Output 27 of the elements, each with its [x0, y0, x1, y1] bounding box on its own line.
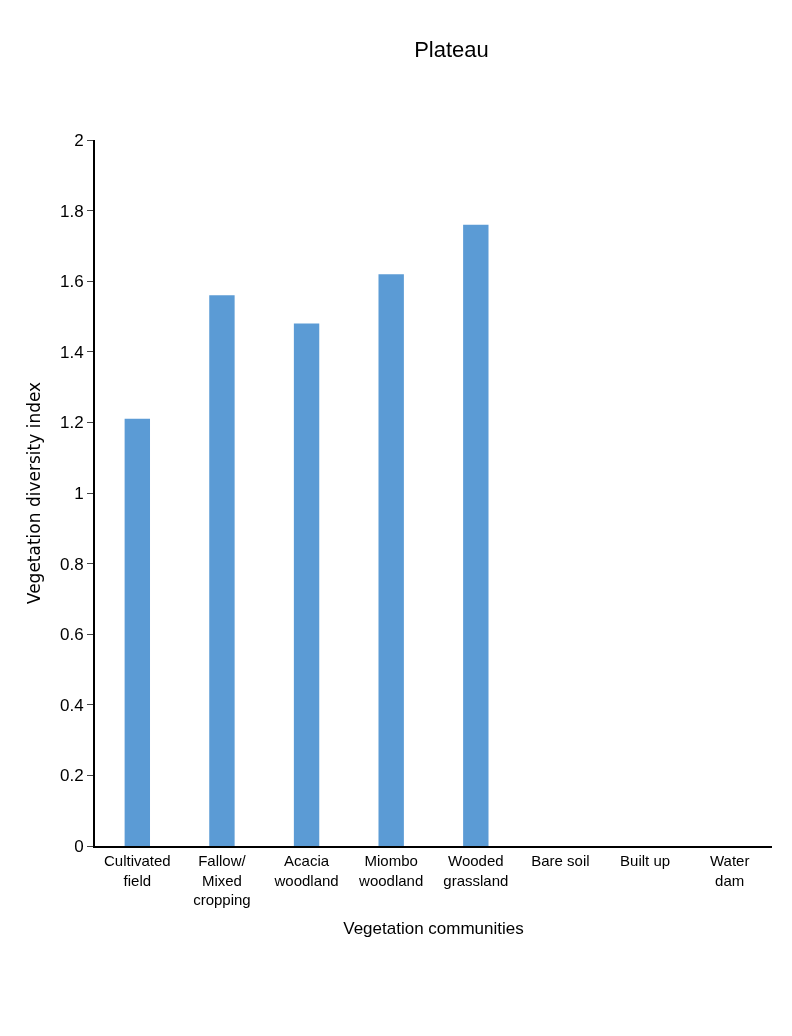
- y-tick-label: 1: [74, 483, 84, 503]
- y-tick-label: 2: [74, 130, 84, 150]
- x-tick-label: Miombo woodland: [358, 852, 424, 889]
- bar: [378, 274, 404, 846]
- x-axis-title: Vegetation communities: [343, 918, 524, 938]
- y-tick-label: 0.4: [59, 695, 84, 715]
- bar: [124, 418, 151, 846]
- y-axis-title: Vegetation diversity index: [24, 381, 45, 605]
- y-tick-label: 0.2: [59, 766, 84, 786]
- y-tick-label: 0: [74, 836, 84, 856]
- x-tick-label: Built up: [620, 852, 671, 869]
- y-tick-label: 1.2: [59, 413, 84, 433]
- x-tick-label: Fallow/ Mixed cropping: [193, 852, 251, 908]
- chart-title: Plateau: [414, 36, 489, 62]
- y-tick-label: 1.6: [59, 272, 84, 292]
- y-tick-label: 0.6: [59, 625, 84, 645]
- x-tick-label: Cultivated field: [103, 852, 171, 889]
- y-tick-label: 1.4: [59, 342, 84, 362]
- bar: [209, 295, 235, 846]
- bar: [463, 224, 489, 846]
- x-tick-label: Acacia woodland: [273, 852, 339, 889]
- x-tick-label: Bare soil: [531, 852, 590, 869]
- x-tick-label: Wooded grassland: [443, 852, 509, 889]
- y-tick-label: 1.8: [59, 201, 84, 221]
- y-tick-label: 0.8: [59, 554, 84, 574]
- bar: [293, 323, 320, 846]
- x-tick-label: Water dam: [709, 852, 750, 889]
